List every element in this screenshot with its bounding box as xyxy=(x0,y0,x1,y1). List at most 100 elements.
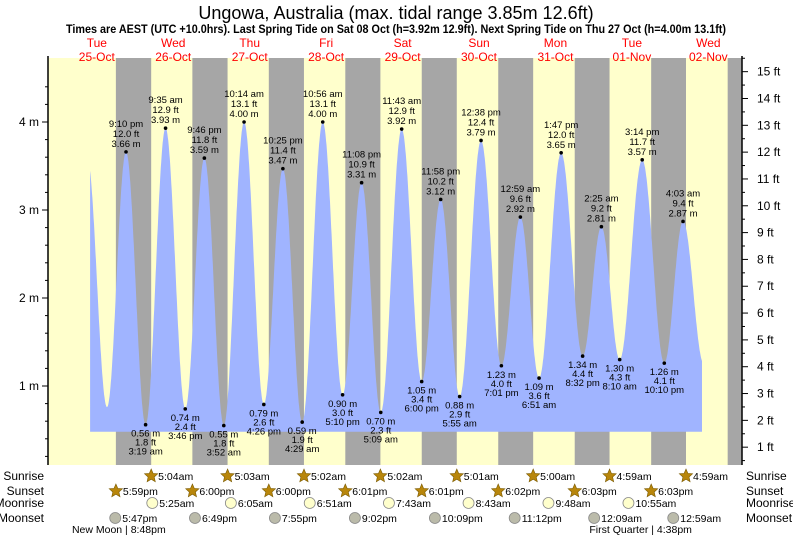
moonrise-row-label: Moonrise xyxy=(0,496,44,510)
tide-point xyxy=(617,357,622,362)
tide-point xyxy=(419,379,424,384)
tide-ft-label: 11.4 ft xyxy=(270,146,296,157)
tide-point xyxy=(378,410,383,415)
moonset-time: 5:47pm xyxy=(122,513,157,525)
moon-phase-label: First Quarter | 4:38pm xyxy=(589,524,692,536)
sunset-time: 6:03pm xyxy=(582,486,617,498)
moonset-time: 7:55pm xyxy=(282,513,317,525)
tide-m-label: 2.92 m xyxy=(506,204,535,215)
ft-tick-label: 8 ft xyxy=(757,252,774,266)
tide-point xyxy=(599,224,604,229)
ft-tick-label: 12 ft xyxy=(757,145,781,159)
sunset-time: 5:59pm xyxy=(123,486,158,498)
sun-star-icon xyxy=(337,483,353,498)
sun-moon-events: Sunrise Sunrise 5:04am 5:03am 5:02am 5:02am 5:… xyxy=(0,468,793,536)
tide-m-label: 3.79 m xyxy=(467,127,496,138)
tide-point xyxy=(183,407,188,411)
moonrise-circle-icon xyxy=(303,497,316,509)
tide-ft-label: 2.4 ft xyxy=(175,422,196,433)
tide-m-label: 3.12 m xyxy=(426,186,455,197)
sunrise-row-label: Sunrise xyxy=(3,469,44,483)
tide-m-label: 3.57 m xyxy=(628,147,657,158)
moonset-circle-icon xyxy=(269,512,281,524)
tide-ft-label: 12.0 ft xyxy=(548,130,575,141)
sun-star-icon xyxy=(296,468,312,483)
tide-ft-label: 4.3 ft xyxy=(609,373,630,384)
tide-time-label: 5:10 pm xyxy=(325,417,359,428)
moonset-time: 10:09pm xyxy=(442,513,483,525)
sunset-time: 6:03pm xyxy=(658,486,693,498)
day-date-label: 28-Oct xyxy=(308,50,345,64)
ft-tick-label: 2 ft xyxy=(757,413,774,427)
tide-time-label: 3:14 pm xyxy=(625,127,659,138)
tide-time-label: 1:47 pm xyxy=(544,120,578,131)
tide-point xyxy=(281,166,285,171)
low-tide-marker: 0.56 m1.8 ft3:19 am xyxy=(128,422,163,458)
moonset-row-label: Moonset xyxy=(0,511,45,525)
ft-tick-label: 9 ft xyxy=(757,226,774,240)
sunset-row-label: Sunset xyxy=(7,484,45,498)
low-tide-marker: 1.05 m3.4 ft6:00 pm xyxy=(405,379,439,415)
sun-star-icon xyxy=(261,483,277,498)
tide-point xyxy=(580,354,585,358)
moonset-circle-icon xyxy=(109,512,122,524)
sunrise-row-label-right: Sunrise xyxy=(746,469,787,483)
sun-star-icon xyxy=(525,468,541,483)
tide-time-label: 7:01 pm xyxy=(484,388,518,399)
tide-point xyxy=(399,127,404,131)
tide-ft-label: 12.9 ft xyxy=(152,105,179,116)
low-tide-marker: 1.09 m3.6 ft6:51 am xyxy=(522,376,556,411)
sun-star-icon xyxy=(108,483,124,498)
tide-time-label: 3:46 pm xyxy=(168,431,202,442)
low-tide-marker: 0.88 m2.9 ft5:55 am xyxy=(442,394,477,430)
moon-phase-label: New Moon | 8:48pm xyxy=(72,524,166,536)
tide-time-label: 4:29 am xyxy=(285,444,319,455)
low-tide-marker: 0.55 m1.8 ft3:52 am xyxy=(207,423,241,459)
tide-point xyxy=(340,393,345,397)
tide-time-label: 4:26 pm xyxy=(247,426,281,437)
tide-point xyxy=(681,219,685,224)
tide-time-label: 10:56 am xyxy=(303,89,343,100)
tide-m-label: 1.05 m xyxy=(407,386,436,397)
day-labels: Tue25-OctWed26-OctThu27-OctFri28-OctSat2… xyxy=(79,36,728,64)
sunrise-time: 5:03am xyxy=(235,471,270,483)
tide-time-label: 5:55 am xyxy=(442,419,476,430)
tide-m-label: 1.30 m xyxy=(605,364,634,375)
ft-tick-label: 1 ft xyxy=(757,440,774,454)
tide-ft-label: 3.4 ft xyxy=(411,395,432,406)
tide-ft-label: 4.4 ft xyxy=(572,369,593,380)
tide-m-label: 1.34 m xyxy=(568,360,597,371)
day-date-label: 25-Oct xyxy=(79,50,116,64)
moonset-time: 12:09am xyxy=(601,513,642,525)
moonset-row-label-right: Moonset xyxy=(746,511,793,525)
tide-point xyxy=(320,120,325,124)
tide-time-label: 6:51 am xyxy=(522,400,556,411)
tide-m-label: 3.66 m xyxy=(111,139,140,150)
tide-m-label: 3.31 m xyxy=(347,170,376,181)
tide-ft-label: 12.4 ft xyxy=(468,117,495,128)
tide-time-label: 6:00 pm xyxy=(405,404,439,415)
tide-ft-label: 12.9 ft xyxy=(388,106,415,117)
sunset-time: 6:02pm xyxy=(505,486,540,498)
tide-time-label: 2:25 am xyxy=(584,194,618,205)
tide-point xyxy=(262,402,266,407)
tide-m-label: 3.47 m xyxy=(268,156,297,167)
tide-time-label: 4:03 am xyxy=(666,188,700,199)
tide-point xyxy=(662,361,667,365)
moonrise-time: 10:55am xyxy=(635,498,676,510)
tide-point xyxy=(559,151,563,155)
low-tide-marker: 1.30 m4.3 ft8:10 am xyxy=(603,357,637,393)
tide-point xyxy=(518,215,523,219)
sun-star-icon xyxy=(567,483,583,498)
day-weekday-label: Wed xyxy=(696,36,720,50)
ft-tick-label: 13 ft xyxy=(757,118,781,132)
chart-subtitle: Times are AEST (UTC +10.0hrs). Last Spri… xyxy=(66,24,726,36)
tide-point xyxy=(242,120,246,124)
tide-m-label: 0.55 m xyxy=(209,430,238,441)
m-tick-label: 1 m xyxy=(19,379,39,393)
